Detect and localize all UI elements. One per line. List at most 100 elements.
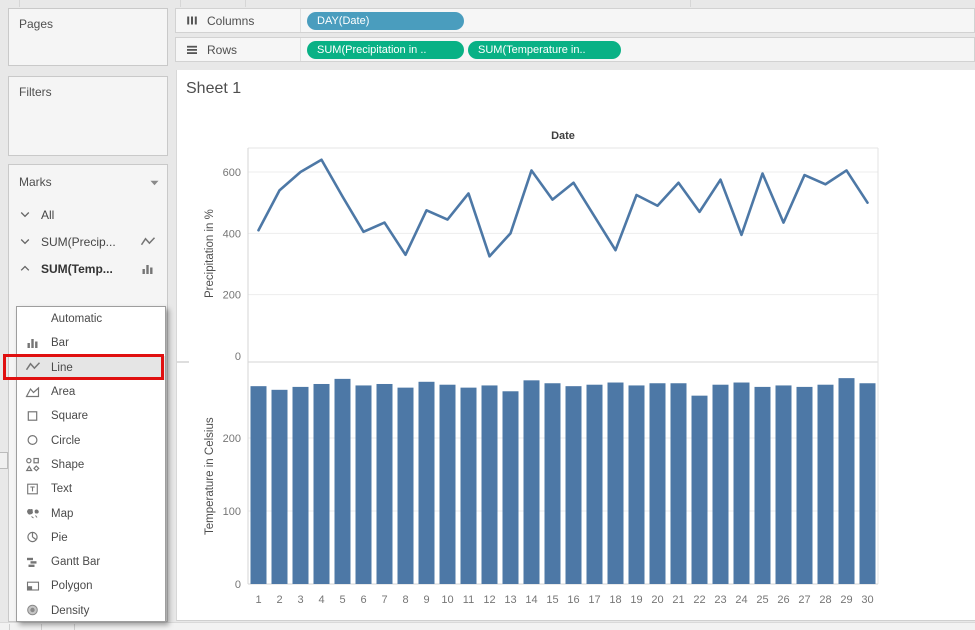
bar-mark-temperature[interactable] [775,385,792,584]
bar-mark-temperature[interactable] [313,383,330,584]
menu-item-line[interactable]: Line [17,355,165,380]
x-axis-tick-label: 15 [546,594,558,606]
x-axis-tick-label: 28 [819,594,831,606]
bar-mark-temperature[interactable] [544,383,561,584]
field-pill[interactable]: SUM(Precipitation in .. [307,40,464,59]
x-axis-tick-label: 26 [777,594,789,606]
x-axis-tick-label: 18 [609,594,621,606]
bar-mark-temperature[interactable] [460,387,477,584]
bar-mark-temperature[interactable] [565,386,582,584]
marks-card-row[interactable]: SUM(Precip... [9,228,167,255]
menu-item-pie[interactable]: Pie [17,526,165,550]
x-axis-tick-label: 6 [360,594,366,606]
menu-item-label: Map [51,507,74,520]
sheet-title: Sheet 1 [186,80,242,97]
menu-item-automatic[interactable]: Automatic [17,307,165,331]
bar-mark-temperature[interactable] [817,384,834,584]
y-axis-tick-label: 200 [223,290,241,302]
rows-shelf-label: Rows [207,42,238,57]
filters-shelf[interactable]: Filters [8,76,168,156]
bar-mark-temperature[interactable] [607,382,624,584]
column-header-label: Date [551,130,575,142]
rows-shelf[interactable]: Rows SUM(Precipitation in .. SUM(Temperat… [175,37,975,62]
line-mark-precipitation[interactable] [257,158,869,258]
menu-item-circle[interactable]: Circle [17,428,165,452]
bar-mark-icon [140,262,158,276]
no-icon [25,312,42,327]
sidebar-notch [0,452,8,469]
strip-separator [9,624,10,630]
menu-item-label: Bar [51,337,69,350]
bar-mark-temperature[interactable] [439,384,456,584]
bar-mark-temperature[interactable] [628,385,645,584]
x-axis-tick-label: 22 [693,594,705,606]
x-axis-tick-label: 5 [339,594,345,606]
bar-mark-temperature[interactable] [271,389,288,584]
columns-shelf[interactable]: Columns DAY(Date) [175,8,975,33]
x-axis-tick-label: 12 [483,594,495,606]
bar-mark-temperature[interactable] [754,386,771,584]
pie-icon [25,530,42,545]
field-pill[interactable]: DAY(Date) [307,11,464,30]
menu-item-label: Shape [51,458,85,471]
rows-pill-zone: SUM(Precipitation in .. SUM(Temperature i… [301,38,621,61]
menu-item-label: Density [51,604,90,617]
bar-mark-temperature[interactable] [670,383,687,584]
bar-mark-temperature[interactable] [376,383,393,584]
x-axis-tick-label: 2 [276,594,282,606]
y-axis-tick-label: 0 [235,351,241,363]
bar-mark-temperature[interactable] [838,378,855,584]
bar-mark-temperature[interactable] [502,391,519,584]
y-axis-tick-label: 100 [223,506,241,518]
menu-item-bar[interactable]: Bar [17,331,165,355]
bar-mark-temperature[interactable] [859,383,876,584]
field-pill[interactable]: SUM(Temperature in.. [468,40,621,59]
menu-item-map[interactable]: Map [17,501,165,525]
menu-item-area[interactable]: Area [17,380,165,404]
menu-item-label: Polygon [51,580,93,593]
pages-shelf[interactable]: Pages [8,8,168,66]
bar-mark-temperature[interactable] [523,380,540,584]
menu-item-label: Automatic [51,313,103,326]
x-axis-tick-label: 17 [588,594,600,606]
square-icon [25,409,42,424]
bar-mark-temperature[interactable] [334,378,351,584]
bar-mark-temperature[interactable] [250,386,267,584]
menu-item-density[interactable]: Density [17,599,165,623]
columns-shelf-label: Columns [207,13,255,28]
marks-card-row[interactable]: All [9,201,167,228]
caret-down-icon[interactable] [150,173,159,191]
mark-type-menu: Automatic Bar Line Area Square Circle Shape Tex… [16,306,166,622]
bar-mark-temperature[interactable] [355,385,372,584]
top-edge-tick [245,0,246,7]
menu-item-square[interactable]: Square [17,404,165,428]
menu-item-text[interactable]: Text [17,477,165,501]
bar-mark-icon [25,336,42,351]
menu-item-label: Circle [51,434,81,447]
bar-mark-temperature[interactable] [733,382,750,584]
bar-mark-temperature[interactable] [481,385,498,584]
chevron-up-icon[interactable] [19,263,32,274]
chevron-down-icon[interactable] [19,209,32,220]
bar-mark-temperature[interactable] [691,395,708,584]
menu-item-shape[interactable]: Shape [17,453,165,477]
menu-item-label: Gantt Bar [51,556,101,569]
bar-mark-temperature[interactable] [397,387,414,584]
bar-mark-temperature[interactable] [586,384,603,584]
y-axis-tick-label: 400 [223,228,241,240]
bar-mark-temperature[interactable] [418,381,435,584]
menu-item-label: Pie [51,531,68,544]
x-axis-tick-label: 7 [381,594,387,606]
menu-item-gantt-bar[interactable]: Gantt Bar [17,550,165,574]
y-axis-tick-label: 200 [223,433,241,445]
marks-card-header: Marks [9,165,167,191]
menu-item-polygon[interactable]: Polygon [17,574,165,598]
density-icon [25,603,42,618]
bar-mark-temperature[interactable] [649,383,666,584]
marks-card-row[interactable]: SUM(Temp... [9,255,167,282]
rows-shelf-label-zone: Rows [176,38,301,61]
bar-mark-temperature[interactable] [796,386,813,584]
chevron-down-icon[interactable] [19,236,32,247]
bar-mark-temperature[interactable] [712,384,729,584]
bar-mark-temperature[interactable] [292,386,309,584]
